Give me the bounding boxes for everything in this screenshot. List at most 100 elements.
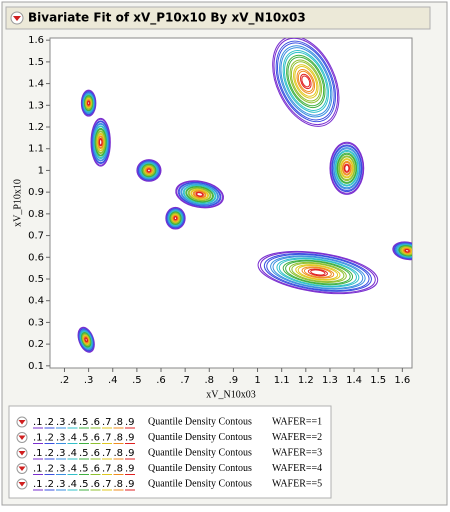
legend-level: .9 [125, 448, 135, 459]
legend-level: .2 [45, 479, 55, 490]
legend-menu-triangle[interactable] [18, 466, 26, 472]
menu-triangle[interactable] [13, 16, 21, 21]
contour-line [277, 42, 335, 121]
contour-line [394, 242, 412, 259]
legend-level: .6 [91, 448, 101, 459]
contour-line [272, 256, 364, 289]
legend-menu-triangle[interactable] [18, 420, 26, 425]
contour-line [138, 160, 160, 181]
contour-line [178, 182, 221, 207]
legend-level: .6 [91, 464, 101, 475]
legend-level: .5 [79, 433, 89, 444]
legend-level: .9 [125, 464, 135, 475]
contour-line [144, 166, 154, 175]
contour-line [187, 187, 212, 202]
contour-line [294, 66, 318, 97]
contour-line [301, 266, 335, 279]
legend-menu-triangle[interactable] [18, 451, 26, 456]
legend-level: .2 [45, 433, 55, 444]
legend-level: .4 [68, 479, 78, 490]
legend-level: .6 [91, 417, 101, 428]
contour-line [398, 245, 412, 257]
legend-level: .6 [91, 433, 101, 444]
contour-line [307, 268, 328, 277]
contour-line [300, 73, 312, 90]
legend-level: .4 [68, 464, 78, 475]
contour-line [259, 251, 376, 294]
contour-line [146, 168, 151, 173]
x-tick-label: .8 [205, 375, 215, 386]
legend-level: .9 [125, 417, 135, 428]
contour-line [182, 184, 217, 205]
contour-line [275, 40, 336, 123]
y-tick-label: 1.2 [28, 122, 44, 133]
contour-line [341, 160, 352, 176]
legend-contour-label: Quantile Density Contous [148, 416, 252, 427]
legend-level: .8 [114, 448, 124, 459]
legend-level: .1 [33, 448, 43, 459]
contour-line [301, 75, 311, 88]
contour-line [266, 253, 370, 292]
legend-level: .5 [79, 448, 89, 459]
x-axis-label: xV_N10x03 [206, 389, 255, 400]
contour-line [170, 212, 181, 224]
contour-line [289, 59, 323, 104]
contour-line [190, 188, 209, 200]
legend-wafer: WAFER==3 [272, 447, 322, 458]
contour-line [297, 70, 314, 93]
legend-level: .4 [68, 433, 78, 444]
contour-line [279, 45, 333, 118]
contour-line [338, 156, 355, 181]
contour-line [340, 158, 354, 179]
legend-level: .1 [33, 417, 43, 428]
legend-level: .4 [68, 417, 78, 428]
y-tick-label: 0.2 [28, 339, 44, 350]
x-tick-label: 1.1 [274, 375, 290, 386]
legend-level: .3 [56, 448, 66, 459]
contour-line [287, 56, 325, 107]
contour-line [288, 261, 347, 283]
legend-level: .1 [33, 464, 43, 475]
contour-line [400, 246, 412, 256]
contour-line [188, 187, 211, 201]
contour-line [165, 207, 186, 230]
x-tick-label: 1.2 [298, 375, 314, 386]
contour-line [404, 249, 410, 253]
contour-line [92, 123, 109, 161]
contour-line [333, 148, 361, 189]
contour-line [99, 138, 103, 146]
legend-wafer: WAFER==2 [272, 432, 322, 443]
x-tick-label: .9 [229, 375, 239, 386]
contour-line [143, 165, 155, 176]
contour-line [168, 210, 183, 226]
legend-level: .3 [56, 479, 66, 490]
contour-line [303, 267, 332, 278]
contour-line [330, 142, 364, 194]
legend-level: .9 [125, 433, 135, 444]
legend-contour-label: Quantile Density Contous [148, 447, 252, 458]
legend-level: .8 [114, 464, 124, 475]
contour-line [172, 215, 179, 222]
legend-menu-triangle[interactable] [18, 435, 26, 441]
y-tick-label: 0.3 [28, 317, 44, 328]
legend-level: .7 [102, 464, 112, 475]
plot-area [49, 37, 413, 369]
y-tick-label: 1.6 [28, 35, 44, 46]
contour-line [185, 185, 214, 203]
contour-line [173, 216, 178, 221]
contour-line [183, 185, 216, 204]
contour-line [395, 243, 412, 258]
contour-line [401, 247, 412, 255]
legend-level: .3 [56, 417, 66, 428]
contour-line [192, 190, 207, 199]
contour-line [195, 191, 204, 197]
legend-contour-label: Quantile Density Contous [148, 432, 252, 443]
chart-title: Bivariate Fit of xV_P10x10 By xV_N10x03 [28, 11, 306, 26]
legend-menu-triangle[interactable] [18, 482, 26, 487]
legend-level: .3 [56, 433, 66, 444]
contour-line [270, 255, 366, 290]
x-tick-label: 1.4 [346, 375, 362, 386]
contour-line [334, 149, 359, 187]
legend-level: .7 [102, 479, 112, 490]
contour-line [278, 258, 357, 287]
